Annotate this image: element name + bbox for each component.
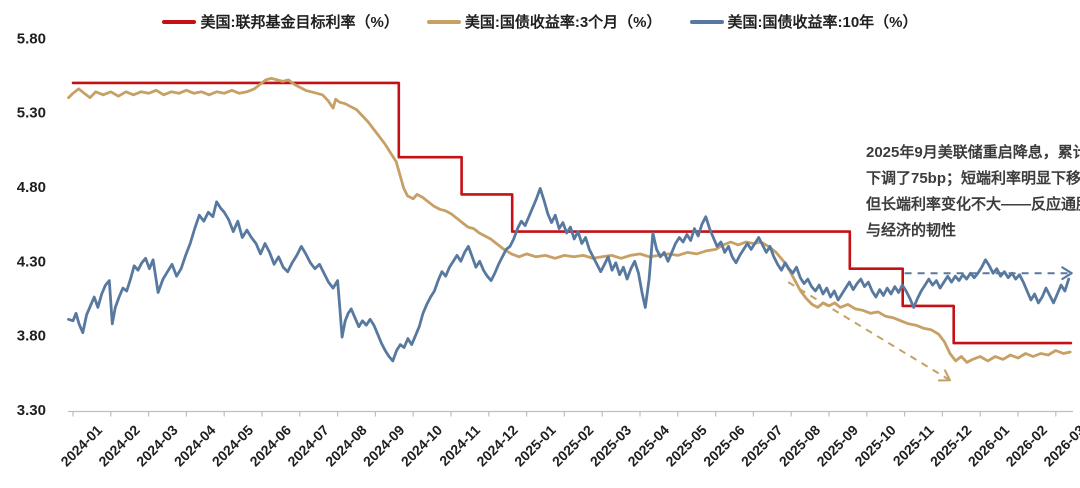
y-tick-label: 5.30 (17, 105, 46, 122)
y-tick-label: 3.80 (17, 328, 46, 345)
annotation-line: 2025年9月美联储重启降息，累计 (866, 144, 1080, 161)
legend-item-10y-yield: 美国:国债收益率:10年（%） (689, 11, 918, 32)
annotation-line: 与经济的韧性 (866, 222, 957, 239)
legend-label-fed-funds: 美国:联邦基金目标利率（%） (200, 14, 399, 31)
legend-item-fed-funds: 美国:联邦基金目标利率（%） (162, 11, 399, 32)
annotation-line: 下调了75bp；短端利率明显下移， (866, 170, 1080, 187)
treasury-10y-line-swatch-icon (689, 19, 724, 24)
x-tick-label: 2024-10 (398, 422, 446, 470)
legend-label-3m-yield: 美国:国债收益率:3个月（%） (464, 14, 662, 31)
y-tick-label: 4.30 (17, 253, 46, 270)
y-tick-label: 4.80 (17, 179, 46, 196)
legend-item-3m-yield: 美国:国债收益率:3个月（%） (426, 11, 662, 32)
treasury-3m-line (67, 77, 1072, 364)
y-tick-label: 3.30 (17, 402, 46, 419)
treasury-10y-line (67, 186, 1071, 363)
legend-label-10y-yield: 美国:国债收益率:10年（%） (727, 14, 918, 31)
short-end-rate-down-arrow (787, 281, 952, 382)
y-tick-label: 5.80 (17, 30, 46, 47)
chart-annotation: 2025年9月美联储重启降息，累计 下调了75bp；短端利率明显下移， 但长端利… (866, 140, 1080, 244)
chart-legend: 美国:联邦基金目标利率（%） 美国:国债收益率:3个月（%） 美国:国债收益率:… (0, 11, 1080, 32)
x-tick-label: 2026-03 (1040, 422, 1080, 470)
fed-funds-target-line (71, 81, 1073, 345)
x-tick-label: 2025-10 (851, 422, 899, 470)
annotation-line: 但长端利率变化不大——反应通胀 (866, 196, 1080, 213)
fed-funds-line-swatch-icon (162, 19, 197, 24)
treasury-3m-line-swatch-icon (426, 19, 461, 24)
